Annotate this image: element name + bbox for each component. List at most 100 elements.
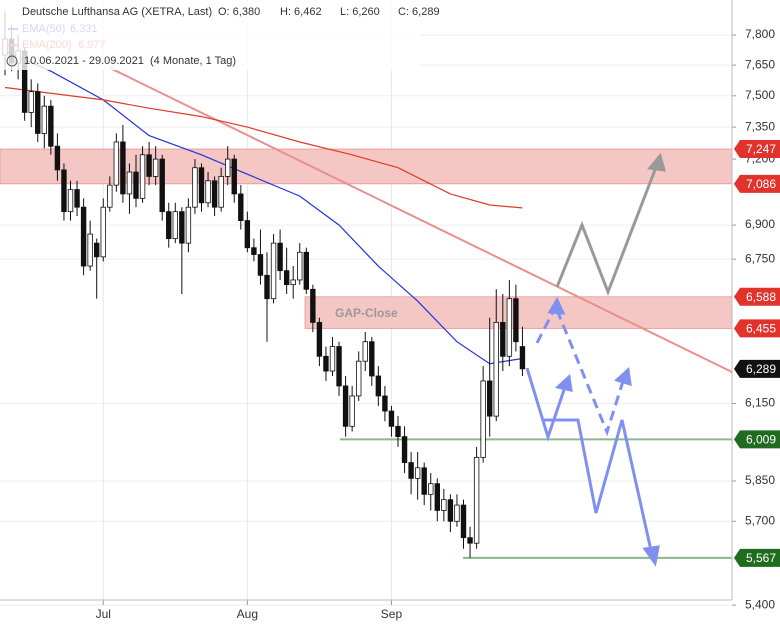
candle-body [139,154,146,199]
candle-body [395,425,401,437]
candle-body [355,360,362,397]
candle-body [441,499,447,511]
candle-body [244,220,251,249]
ohlc: H: 6,462 [280,6,322,18]
candle-body [303,251,309,290]
candle-body [323,355,329,372]
candle-body [35,91,41,134]
price-marker [734,174,780,193]
candle-body [421,467,427,495]
candle-body [205,180,211,204]
ema-line [4,86,523,209]
candle-body [185,206,192,244]
candle-body [297,251,303,281]
legend-title: Deutsche Lufthansa AG (XETRA, Last) [22,6,212,18]
y-tick-label: 7,350 [745,119,775,133]
candle-body [329,346,336,372]
price-marker [734,139,780,158]
candle-body [519,346,526,370]
x-tick-label: Sep [381,607,403,621]
candle-body [152,158,159,177]
y-tick-label: 5,700 [745,513,775,527]
legend-bg [0,0,420,70]
y-tick-label: 6,150 [745,396,775,410]
price-marker [734,319,780,338]
candle-body [388,410,395,427]
candle-body [218,176,224,208]
trend-line [109,67,733,373]
candle-body [500,322,506,357]
y-tick-label: 7,500 [745,88,775,102]
arrow-dashed [555,309,626,437]
y-tick-label: 5,400 [745,597,775,611]
arrowhead [642,545,660,567]
candle-body [146,154,152,177]
y-tick-label: 7,800 [745,27,775,41]
price-marker [734,359,780,378]
candle-body [211,180,218,208]
candle-body [100,206,106,258]
candle-body [48,105,54,147]
price-marker-label: 6,009 [746,433,776,447]
candle-body [61,169,67,213]
candle-body [54,145,61,171]
candle-body [434,483,440,511]
candle-body [454,504,460,522]
candle-body [290,279,296,286]
candle-body [80,206,87,267]
candle-body [126,171,133,195]
arrowhead [554,374,573,392]
arrowhead [614,366,632,387]
candle-body [447,499,454,522]
candle-body [486,380,493,417]
candle-body [473,456,480,544]
candle-body [67,189,74,213]
ohlc: O: 6,380 [218,6,260,18]
annotation: GAP-Close [335,306,398,320]
candle-body [316,322,323,357]
candle-body [310,288,316,323]
y-tick-label: 7,650 [745,57,775,71]
arrow-up [555,161,660,297]
arrow-solid [525,367,568,442]
candle-body [270,242,277,300]
ohlc: C: 6,289 [398,6,440,18]
candle-body [277,242,283,272]
price-marker-label: 7,086 [746,177,776,191]
price-marker [734,548,780,567]
clock-icon [6,55,18,67]
candle-body [342,385,349,427]
candle-body [349,395,355,427]
price-marker-label: 6,455 [746,322,776,336]
candle-body [179,211,185,244]
candle-body [231,158,237,195]
y-tick-label: 6,900 [745,217,775,231]
candle-body [467,537,473,544]
ohlc: L: 6,260 [340,6,380,18]
candle-body [460,504,467,539]
candle-body [28,91,34,113]
arrowhead [547,296,566,315]
price-marker-label: 7,247 [746,142,776,156]
y-tick-label: 6,750 [745,251,775,265]
x-tick-label: Aug [237,607,258,621]
y-tick-label: 5,850 [745,473,775,487]
candle-body [133,171,139,199]
candle-body [401,436,408,463]
price-marker [734,430,780,449]
price-marker-label: 5,567 [746,551,776,565]
candle-body [362,341,368,362]
legend: Deutsche Lufthansa AG (XETRA, Last) O: 6… [0,0,440,70]
candle-body [166,211,172,240]
candle-body [87,233,93,267]
candle-body [159,158,165,213]
candle-body [192,167,198,208]
candle-body [251,247,257,255]
candle-body [283,270,290,286]
candle-body [428,483,434,495]
candle-body [74,189,80,208]
candle-body [198,167,205,204]
candle-body [513,298,519,343]
arrowhead [647,152,667,172]
